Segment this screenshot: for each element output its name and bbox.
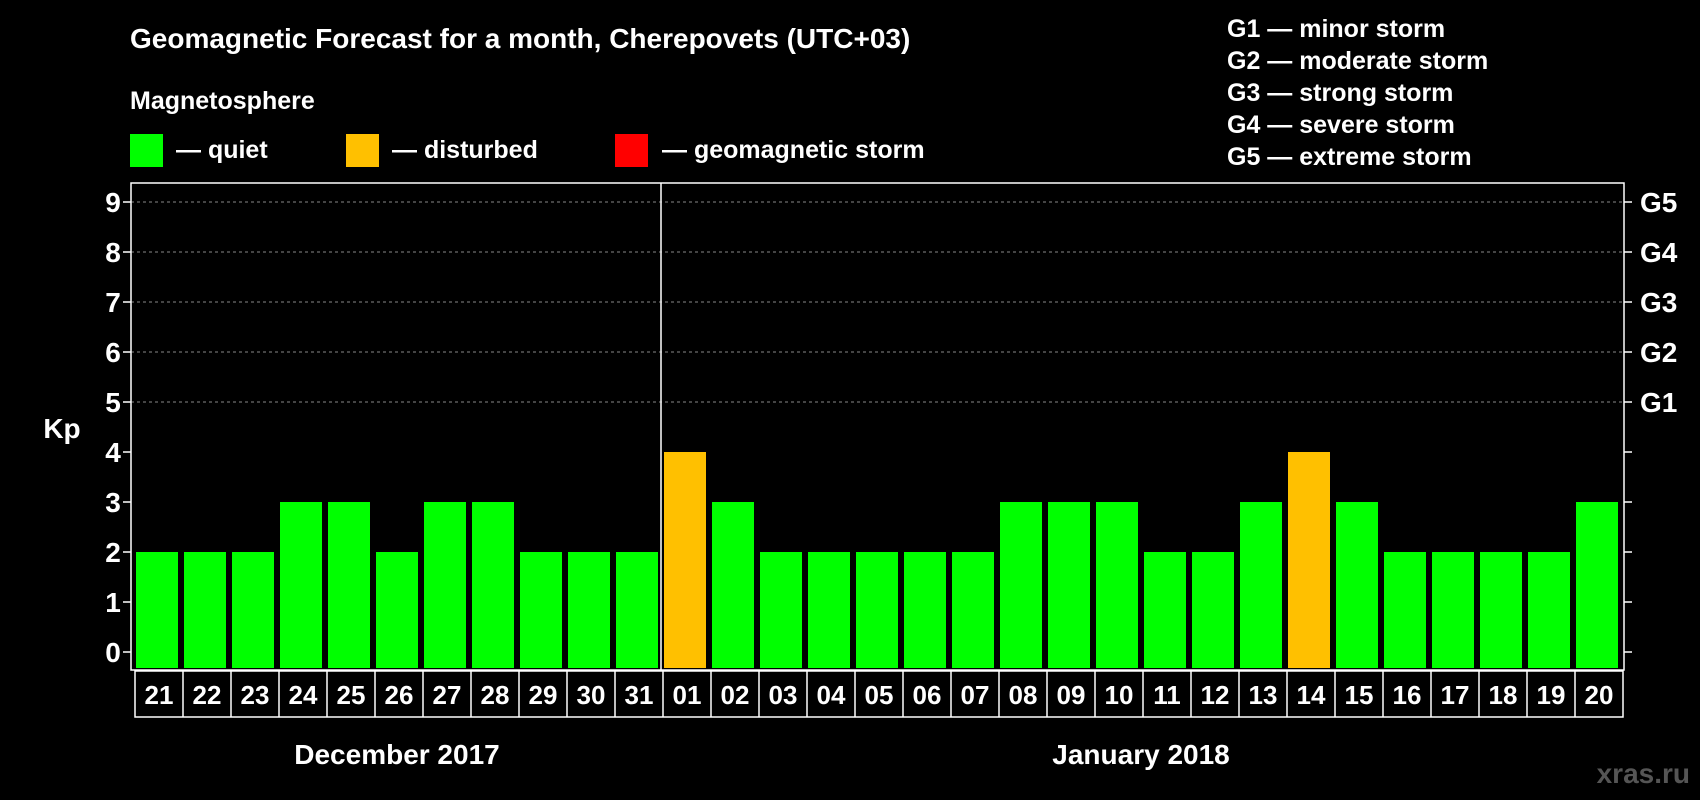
bar-13 <box>760 552 802 668</box>
y-tick-label-2: 2 <box>105 537 121 568</box>
date-label-4: 25 <box>337 680 366 710</box>
y-tick-label-6: 6 <box>105 337 121 368</box>
bar-11 <box>664 452 706 668</box>
y-tick-label-1: 1 <box>105 587 121 618</box>
date-label-27: 17 <box>1441 680 1470 710</box>
date-label-6: 27 <box>433 680 462 710</box>
bar-16 <box>904 552 946 668</box>
date-label-21: 11 <box>1153 680 1181 710</box>
date-label-20: 10 <box>1105 680 1134 710</box>
storm-tick-label-g3: G3 <box>1640 287 1677 318</box>
date-label-13: 03 <box>769 680 798 710</box>
bar-3 <box>280 502 322 668</box>
bar-0 <box>136 552 178 668</box>
bar-4 <box>328 502 370 668</box>
legend-swatch-storm <box>615 134 648 167</box>
watermark: xras.ru <box>1597 758 1690 789</box>
y-tick-label-0: 0 <box>105 637 121 668</box>
date-label-2: 23 <box>241 680 270 710</box>
date-label-14: 04 <box>817 680 846 710</box>
legend-label-disturbed: — disturbed <box>392 136 538 164</box>
storm-level-g3: G3 — strong storm <box>1227 79 1453 107</box>
bar-20 <box>1096 502 1138 668</box>
date-label-10: 31 <box>625 680 654 710</box>
chart-title: Geomagnetic Forecast for a month, Cherep… <box>130 23 910 54</box>
bar-7 <box>472 502 514 668</box>
bar-8 <box>520 552 562 668</box>
bar-23 <box>1240 502 1282 668</box>
y-tick-label-3: 3 <box>105 487 121 518</box>
bar-18 <box>1000 502 1042 668</box>
storm-level-g1: G1 — minor storm <box>1227 15 1445 43</box>
storm-level-g4: G4 — severe storm <box>1227 111 1455 139</box>
bar-12 <box>712 502 754 668</box>
storm-tick-label-g5: G5 <box>1640 187 1677 218</box>
bar-1 <box>184 552 226 668</box>
date-label-26: 16 <box>1393 680 1422 710</box>
date-label-17: 07 <box>961 680 990 710</box>
legend-label-storm: — geomagnetic storm <box>662 136 925 164</box>
plot-frame <box>130 182 1625 671</box>
bar-21 <box>1144 552 1186 668</box>
date-label-28: 18 <box>1489 680 1518 710</box>
y-tick-label-8: 8 <box>105 237 121 268</box>
storm-tick-label-g2: G2 <box>1640 337 1677 368</box>
legend-swatch-disturbed <box>346 134 379 167</box>
bar-6 <box>424 502 466 668</box>
date-label-1: 22 <box>193 680 222 710</box>
y-tick-label-4: 4 <box>105 437 121 468</box>
date-label-5: 26 <box>385 680 414 710</box>
date-label-24: 14 <box>1297 680 1326 710</box>
date-label-30: 20 <box>1585 680 1614 710</box>
bar-27 <box>1432 552 1474 668</box>
date-label-23: 13 <box>1249 680 1278 710</box>
y-tick-label-7: 7 <box>105 287 121 318</box>
bar-29 <box>1528 552 1570 668</box>
bar-24 <box>1288 452 1330 668</box>
date-label-19: 09 <box>1057 680 1086 710</box>
bar-26 <box>1384 552 1426 668</box>
date-label-9: 30 <box>577 680 606 710</box>
date-label-29: 19 <box>1537 680 1566 710</box>
y-tick-label-5: 5 <box>105 387 121 418</box>
bar-17 <box>952 552 994 668</box>
date-label-11: 01 <box>673 680 702 710</box>
date-label-8: 29 <box>529 680 558 710</box>
storm-level-g2: G2 — moderate storm <box>1227 47 1488 75</box>
bar-28 <box>1480 552 1522 668</box>
date-label-15: 05 <box>865 680 894 710</box>
bar-2 <box>232 552 274 668</box>
bar-14 <box>808 552 850 668</box>
bar-5 <box>376 552 418 668</box>
bar-19 <box>1048 502 1090 668</box>
month-label-0: December 2017 <box>294 739 499 770</box>
y-axis-label: Kp <box>43 413 80 444</box>
date-label-16: 06 <box>913 680 942 710</box>
date-label-7: 28 <box>481 680 510 710</box>
bar-22 <box>1192 552 1234 668</box>
date-row-frame <box>134 670 1624 718</box>
date-label-25: 15 <box>1345 680 1374 710</box>
legend-swatch-quiet <box>130 134 163 167</box>
date-label-3: 24 <box>289 680 318 710</box>
bar-9 <box>568 552 610 668</box>
bar-15 <box>856 552 898 668</box>
bar-30 <box>1576 502 1618 668</box>
month-label-1: January 2018 <box>1052 739 1229 770</box>
bar-10 <box>616 552 658 668</box>
y-tick-label-9: 9 <box>105 187 121 218</box>
storm-tick-label-g1: G1 <box>1640 387 1677 418</box>
date-label-0: 21 <box>145 680 174 710</box>
storm-level-g5: G5 — extreme storm <box>1227 143 1472 171</box>
date-label-18: 08 <box>1009 680 1038 710</box>
subtitle-magnetosphere: Magnetosphere <box>130 87 315 115</box>
legend-label-quiet: — quiet <box>176 136 268 164</box>
storm-tick-label-g4: G4 <box>1640 237 1678 268</box>
bar-25 <box>1336 502 1378 668</box>
date-label-22: 12 <box>1201 680 1230 710</box>
date-label-12: 02 <box>721 680 750 710</box>
